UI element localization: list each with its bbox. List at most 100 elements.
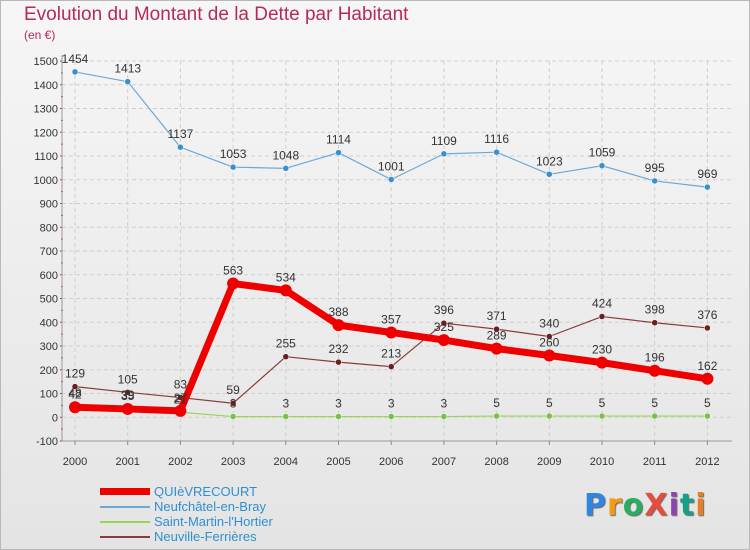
axes <box>60 55 732 445</box>
data-point <box>387 176 395 183</box>
data-point <box>440 319 448 327</box>
data-point <box>177 143 184 151</box>
x-tick-label: 2012 <box>695 456 719 468</box>
data-point <box>493 325 500 333</box>
data-label: 1001 <box>378 160 405 174</box>
data-label: 105 <box>118 372 138 386</box>
logo-letter: X <box>644 488 669 523</box>
data-point <box>229 413 237 420</box>
data-label: 340 <box>539 317 559 331</box>
data-point <box>440 413 448 420</box>
data-point <box>229 163 237 171</box>
x-tick-label: 2008 <box>484 456 508 468</box>
y-tick-label: 900 <box>40 199 58 211</box>
data-label: 3 <box>335 397 342 411</box>
x-tick-label: 2000 <box>63 456 87 468</box>
data-label: 424 <box>592 297 612 311</box>
data-point <box>387 413 395 420</box>
data-label: 59 <box>226 383 240 397</box>
data-label: 42 <box>68 387 82 401</box>
data-label: 1048 <box>272 148 299 162</box>
data-point <box>229 399 237 407</box>
data-label: 1053 <box>220 147 247 161</box>
data-label: 5 <box>704 396 711 410</box>
data-label: 376 <box>697 308 717 322</box>
data-point <box>124 78 131 85</box>
data-point <box>648 364 661 377</box>
data-point <box>71 383 79 390</box>
logo-letter: o <box>622 488 645 523</box>
data-label: 213 <box>381 347 401 361</box>
logo-letter: t <box>679 488 696 523</box>
data-point <box>227 277 240 290</box>
data-point <box>543 349 556 362</box>
logo-letter: P <box>584 488 607 523</box>
data-point <box>282 413 290 420</box>
data-label: 5 <box>546 396 553 410</box>
grid-lines <box>62 60 732 442</box>
data-label: 371 <box>487 309 507 323</box>
x-tick-label: 2009 <box>537 456 561 468</box>
data-label: 35 <box>121 389 135 403</box>
y-tick-label: 100 <box>40 389 58 401</box>
y-tick-label: 600 <box>40 270 58 282</box>
data-label: 289 <box>487 329 507 343</box>
data-point <box>598 412 606 420</box>
data-point <box>437 334 450 347</box>
data-point <box>704 183 711 191</box>
data-point <box>282 353 290 360</box>
proxiti-logo: ProXiti <box>584 488 707 523</box>
y-tick-label: 400 <box>40 317 58 329</box>
x-tick-label: 2001 <box>115 456 139 468</box>
legend-item: Saint-Martin-l'Hortier <box>100 514 273 529</box>
chart-subtitle: (en €) <box>24 28 56 42</box>
x-tick-label: 2010 <box>590 456 614 468</box>
series-layer <box>69 68 714 420</box>
legend-swatch <box>100 505 150 508</box>
x-tick-labels: 2000 2001 2002 2003 2004 2005 2006 2007 2008 2009… <box>63 456 720 468</box>
y-tick-label: 300 <box>40 341 58 353</box>
data-label: 534 <box>276 270 296 284</box>
y-tick-label: 1500 <box>34 56 58 68</box>
y-tick-label: 500 <box>40 294 58 306</box>
logo-letter: r <box>607 488 623 523</box>
data-point <box>335 358 342 366</box>
data-label: 21 <box>174 392 188 406</box>
legend-item: QUIèVRECOURT <box>100 484 273 499</box>
data-label: 230 <box>592 343 612 357</box>
data-point <box>385 326 398 339</box>
data-label: 129 <box>65 367 85 381</box>
data-point <box>279 284 292 297</box>
x-tick-label: 2004 <box>274 456 298 468</box>
data-label: 1109 <box>431 134 457 148</box>
y-tick-label: 1100 <box>34 151 58 163</box>
y-tick-label: 1300 <box>34 104 58 116</box>
data-point <box>440 150 448 158</box>
data-label: 5 <box>599 396 606 410</box>
y-tick-label: 800 <box>40 222 58 234</box>
data-point <box>387 363 395 370</box>
data-point <box>596 356 608 369</box>
data-label: 83 <box>174 378 188 392</box>
legend-label: Neufchâtel-en-Bray <box>154 499 266 514</box>
y-tick-label: 1400 <box>34 80 58 92</box>
data-label: 3 <box>230 397 237 411</box>
data-point <box>71 68 79 76</box>
x-tick-label: 2002 <box>168 456 192 468</box>
legend-swatch <box>100 535 150 538</box>
data-point <box>598 313 606 320</box>
data-point <box>335 149 342 156</box>
logo-letter: i <box>668 488 680 523</box>
data-point <box>598 162 606 169</box>
data-label: 3 <box>388 397 395 411</box>
data-point <box>704 324 711 332</box>
legend-item: Neuville-Ferrières <box>100 529 273 544</box>
data-label: 1137 <box>167 127 193 141</box>
data-label: 196 <box>645 351 665 365</box>
data-label: 48 <box>68 386 82 400</box>
data-point <box>651 412 658 420</box>
legend-swatch <box>100 520 150 523</box>
data-label: 27 <box>174 391 188 405</box>
data-label: 5 <box>651 396 658 410</box>
